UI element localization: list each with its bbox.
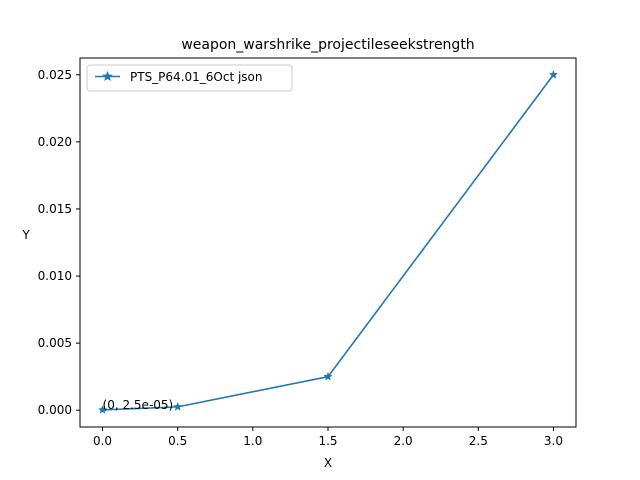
series-layer [97, 69, 559, 414]
legend-star-marker [102, 70, 113, 82]
annotation-layer: (0, 2.5e-05) [103, 398, 174, 412]
data-point-star-marker [97, 404, 108, 414]
y-axis-label: Y [21, 228, 30, 242]
y-axis-ticks: 0.000 0.005 0.010 0.015 0.020 0.025 [38, 68, 80, 417]
legend: PTS_P64.01_6Oct json [86, 64, 293, 92]
series-line [102, 74, 555, 411]
x-tick-label: 3.0 [544, 434, 563, 448]
point-annotation: (0, 2.5e-05) [103, 398, 174, 412]
legend-series-label: PTS_P64.01_6Oct json [130, 70, 263, 84]
x-tick-label: 0.5 [168, 434, 187, 448]
y-tick-label: 0.010 [38, 269, 72, 283]
data-point-star-marker [323, 371, 333, 381]
y-tick-label: 0.020 [38, 135, 72, 149]
plot-frame [79, 57, 577, 428]
plot-area [80, 58, 576, 427]
y-tick-label: 0.000 [38, 403, 72, 417]
legend-box [86, 64, 293, 92]
x-tick-label: 1.0 [243, 434, 262, 448]
x-axis-label: X [324, 456, 332, 470]
y-tick-label: 0.015 [38, 202, 72, 216]
y-tick-label: 0.025 [38, 68, 72, 82]
x-tick-label: 1.5 [318, 434, 337, 448]
data-point-star-marker [548, 69, 559, 79]
x-tick-label: 2.5 [469, 434, 488, 448]
x-tick-label: 0.0 [93, 434, 112, 448]
x-tick-label: 2.0 [394, 434, 413, 448]
chart-title: weapon_warshrike_projectileseekstrength [181, 37, 474, 53]
data-point-star-marker [173, 401, 183, 411]
x-axis-ticks: 0.0 0.5 1.0 1.5 2.0 2.5 3.0 [93, 427, 563, 448]
y-tick-label: 0.005 [38, 336, 72, 350]
